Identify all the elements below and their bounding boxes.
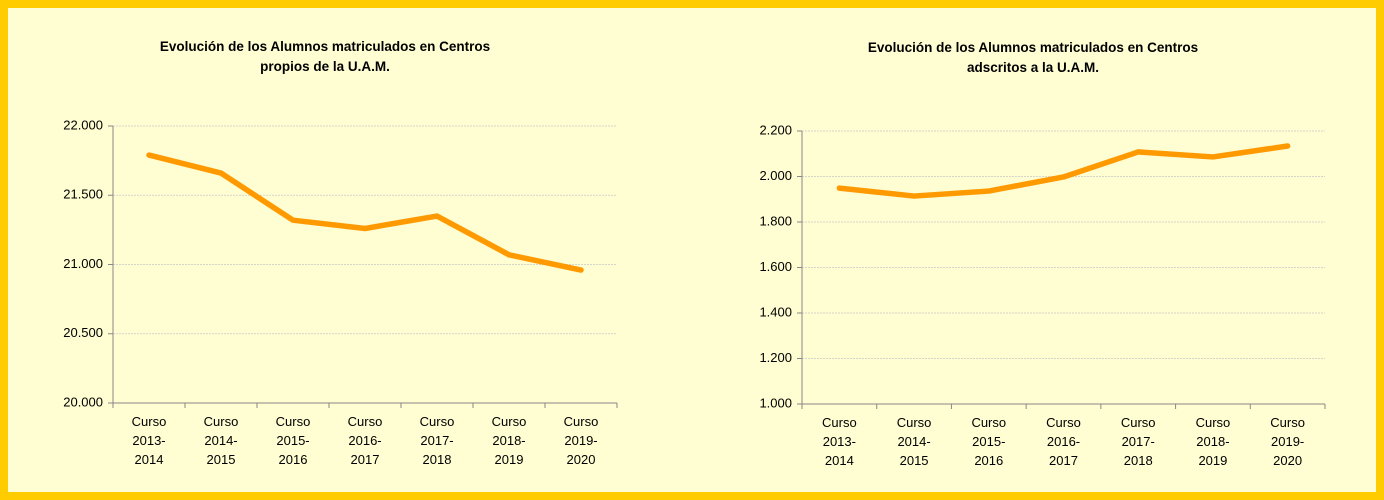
y-tick-label: 20.000	[63, 394, 103, 409]
charts: Evolución de los Alumnos matriculados en…	[63, 39, 1326, 468]
y-tick-label: 1.400	[759, 304, 792, 319]
x-tick-label: Curso 2018-2019	[492, 414, 527, 467]
chart-title: Evolución de los Alumnos matriculados en…	[868, 40, 1198, 75]
y-tick-label: 20.500	[63, 325, 103, 340]
x-tick-label: Curso 2019-2020	[564, 414, 599, 467]
x-tick-label: Curso 2016-2017	[1046, 415, 1081, 468]
x-tick-label: Curso 2017-2018	[420, 414, 455, 467]
x-tick-label: Curso 2013-2014	[132, 414, 167, 467]
x-tick-label: Curso 2013-2014	[822, 415, 857, 468]
x-tick-label: Curso 2019-2020	[1270, 415, 1305, 468]
data-line	[836, 143, 1291, 199]
x-tick-label: Curso 2014-2015	[204, 414, 239, 467]
y-tick-label: 1.800	[759, 213, 792, 228]
y-tick-label: 21.000	[63, 256, 103, 271]
y-tick-label: 22.000	[63, 117, 103, 132]
data-line	[146, 152, 584, 273]
y-tick-label: 2.200	[759, 122, 792, 137]
y-tick-label: 1.000	[759, 395, 792, 410]
y-tick-label: 1.600	[759, 259, 792, 274]
x-tick-label: Curso 2015-2016	[971, 415, 1006, 468]
y-tick-label: 1.200	[759, 350, 792, 365]
x-tick-label: Curso 2014-2015	[897, 415, 932, 468]
x-tick-label: Curso 2018-2019	[1196, 415, 1231, 468]
x-tick-label: Curso 2017-2018	[1121, 415, 1156, 468]
x-tick-label: Curso 2016-2017	[348, 414, 383, 467]
x-tick-label: Curso 2015-2016	[276, 414, 311, 467]
y-tick-label: 2.000	[759, 168, 792, 183]
y-tick-label: 21.500	[63, 187, 103, 202]
chart-title: Evolución de los Alumnos matriculados en…	[160, 39, 490, 74]
